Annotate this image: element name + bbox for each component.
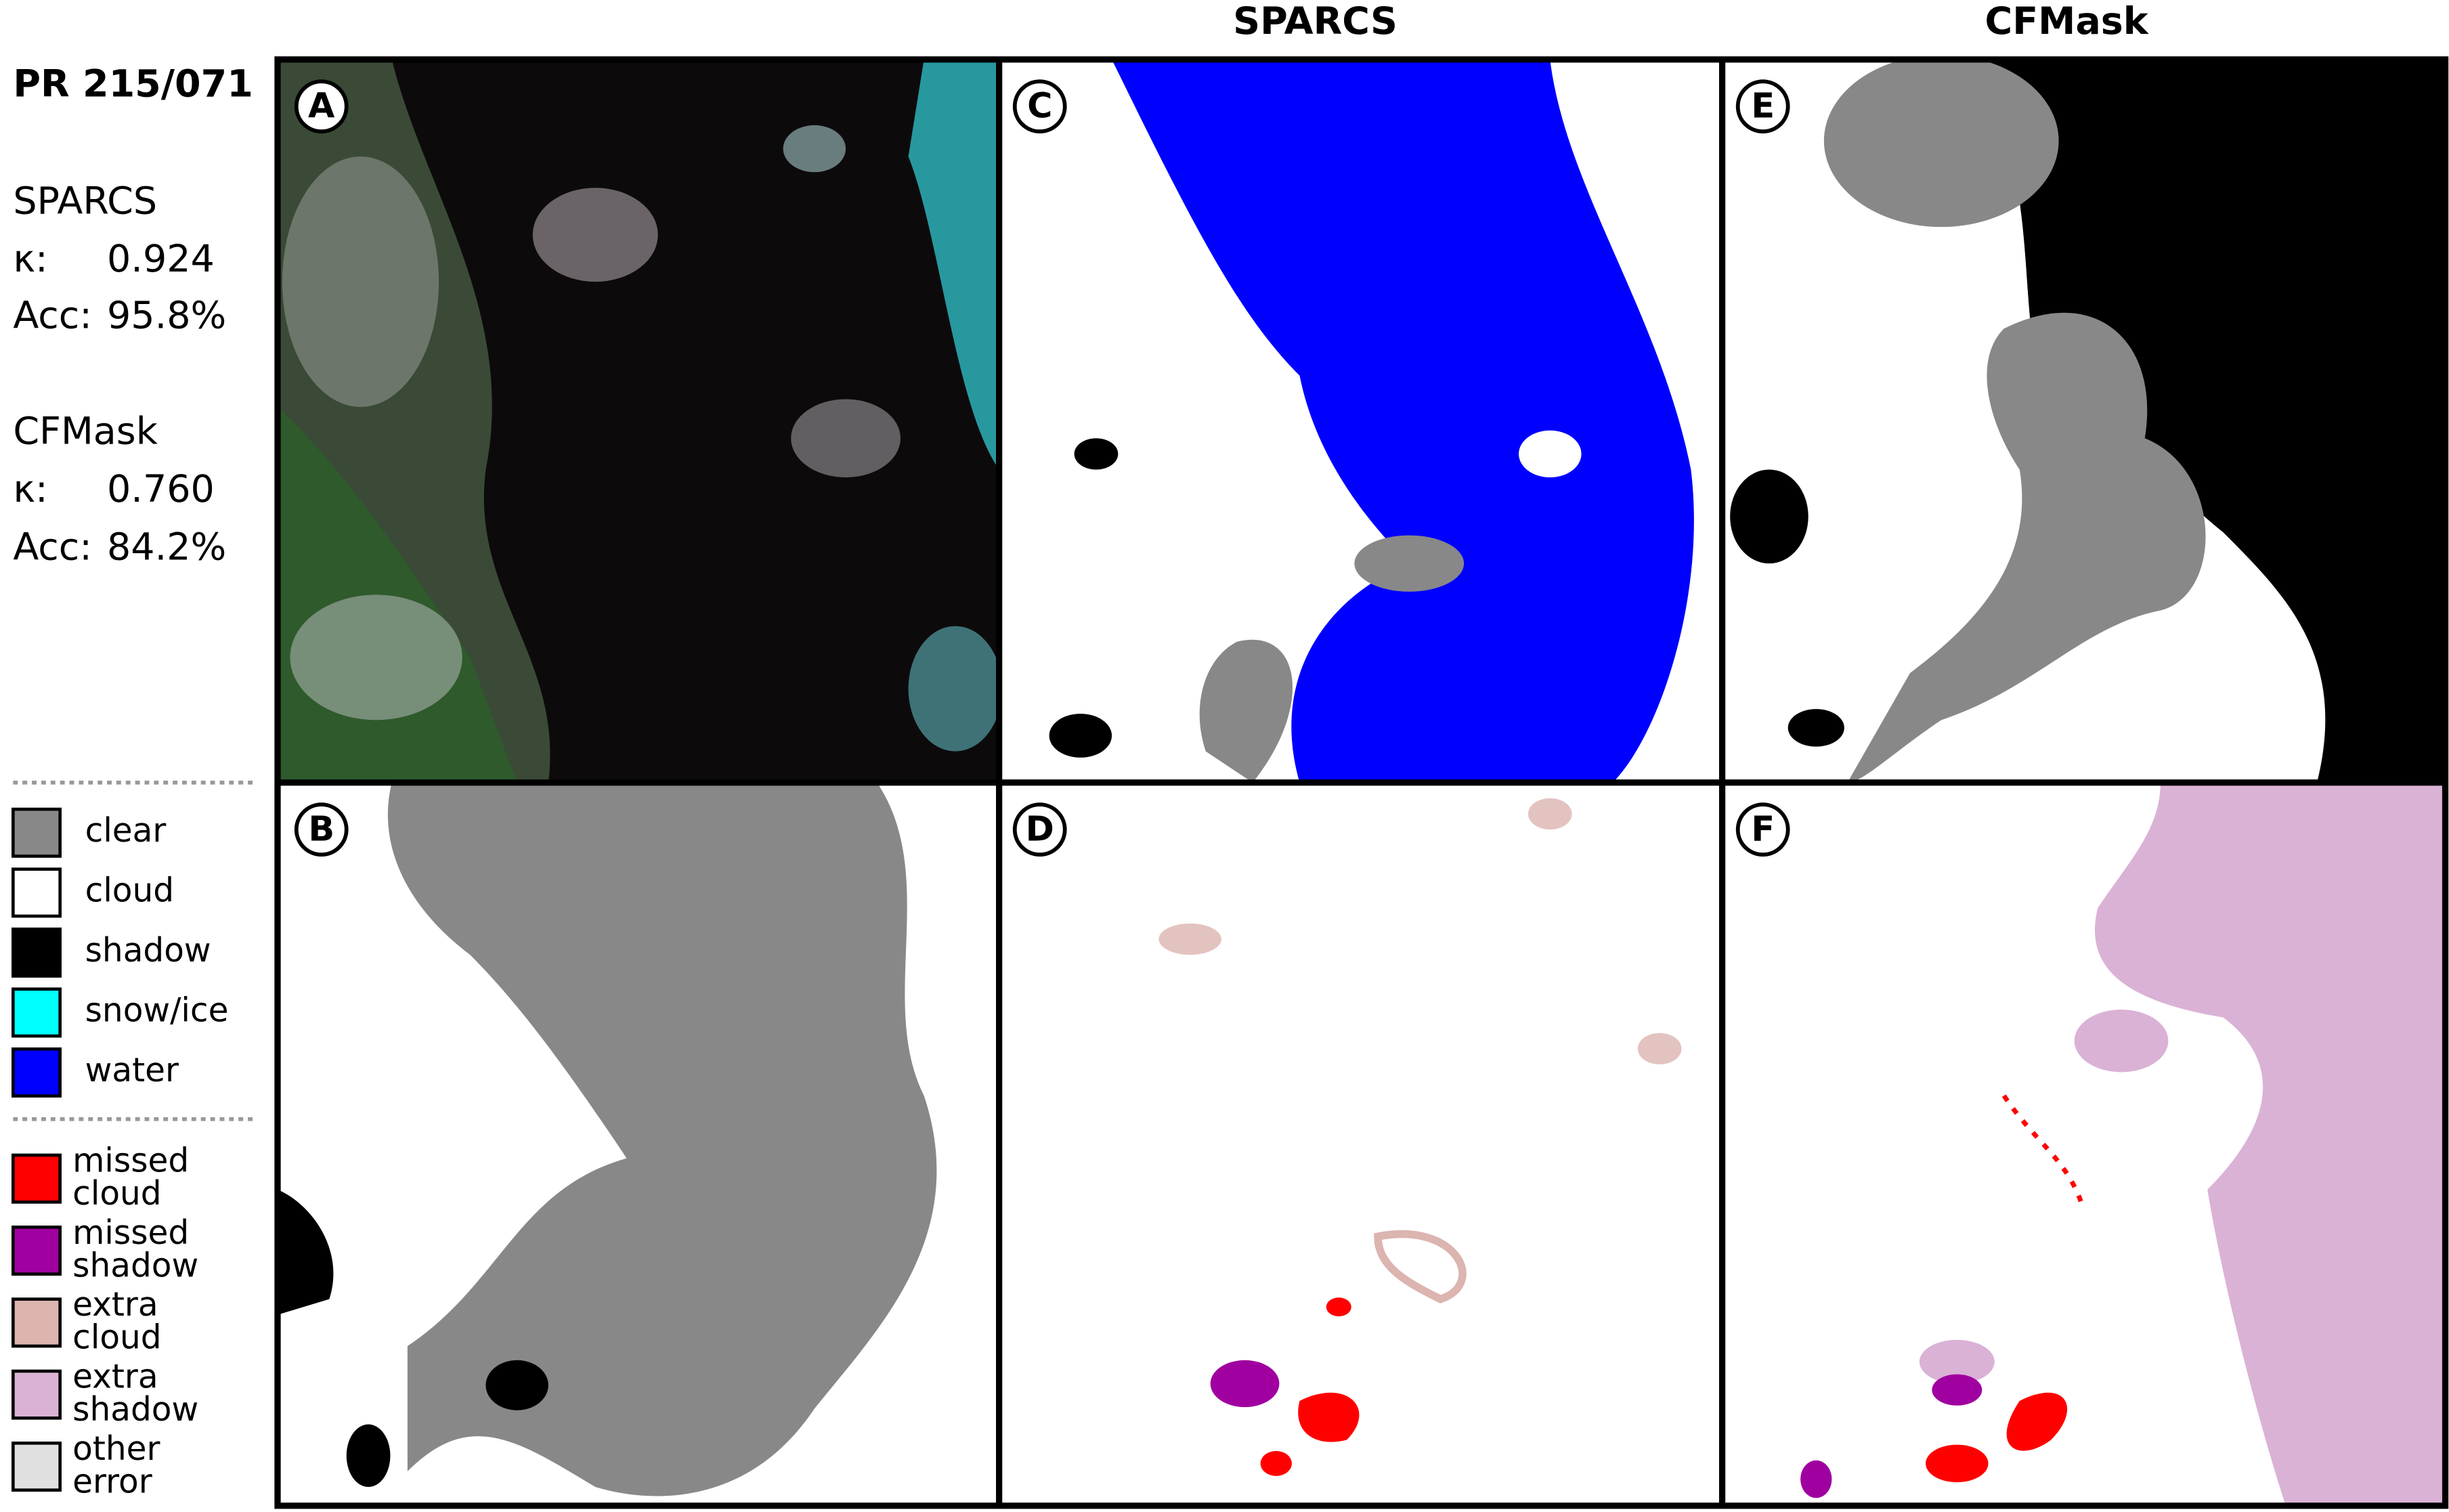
kappa-label: κ: bbox=[13, 468, 47, 511]
acc-label: Acc: bbox=[13, 294, 92, 337]
cfmask-errors bbox=[1722, 782, 2446, 1506]
legend: clearcloudshadowsnow/icewatermissedcloud… bbox=[12, 807, 229, 1500]
panel-label: A bbox=[294, 79, 349, 134]
legend-swatch bbox=[12, 1441, 62, 1492]
legend-label: cloud bbox=[72, 1319, 161, 1357]
panel-letter: E bbox=[1751, 86, 1775, 126]
panel-letter: B bbox=[308, 808, 334, 848]
legend-label: missed bbox=[72, 1214, 189, 1252]
legend-label: snow/ice bbox=[85, 991, 229, 1029]
kappa-value: 0.760 bbox=[107, 468, 215, 511]
column-header: SPARCS bbox=[1233, 0, 1397, 43]
legend-swatch bbox=[12, 1225, 62, 1276]
acc-value: 95.8% bbox=[107, 294, 226, 337]
legend-swatch bbox=[12, 867, 62, 918]
method-name: SPARCS bbox=[13, 180, 157, 223]
legend-swatch bbox=[12, 807, 62, 858]
legend-swatch bbox=[12, 927, 62, 978]
scene-title: PR 215/071 bbox=[13, 62, 253, 106]
acc-label: Acc: bbox=[13, 525, 92, 569]
panel-label: C bbox=[1012, 79, 1067, 134]
legend-swatch bbox=[12, 1297, 62, 1348]
legend-swatch bbox=[12, 987, 62, 1038]
panel-letter: C bbox=[1027, 86, 1052, 126]
legend-label: clear bbox=[85, 812, 167, 850]
legend-label: error bbox=[72, 1463, 152, 1500]
legend-label: shadow bbox=[72, 1391, 198, 1429]
legend-label: cloud bbox=[72, 1175, 161, 1213]
legend-label: shadow bbox=[72, 1247, 198, 1284]
legend-swatch bbox=[12, 1047, 62, 1098]
legend-label: extra bbox=[72, 1286, 158, 1324]
panel-label: E bbox=[1735, 79, 1790, 134]
panel-letter: F bbox=[1751, 808, 1775, 848]
legend-label: cloud bbox=[85, 871, 174, 909]
panel-label: B bbox=[294, 802, 349, 857]
sparcs-errors bbox=[999, 782, 1722, 1506]
column-header: CFMask bbox=[1985, 0, 2149, 43]
kappa-value: 0.924 bbox=[107, 238, 215, 281]
legend-label: water bbox=[85, 1052, 179, 1089]
method-name: CFMask bbox=[13, 410, 158, 453]
kappa-label: κ: bbox=[13, 238, 47, 281]
panel-label: F bbox=[1735, 802, 1790, 857]
cfmask-mask bbox=[1722, 59, 2446, 783]
panel-letter: D bbox=[1026, 808, 1054, 848]
legend-label: missed bbox=[72, 1142, 189, 1180]
legend-label: other bbox=[72, 1430, 160, 1468]
acc-value: 84.2% bbox=[107, 525, 226, 569]
legend-swatch bbox=[12, 1153, 62, 1204]
satellite-image bbox=[277, 59, 999, 783]
panel-letter: A bbox=[308, 86, 335, 126]
legend-swatch bbox=[12, 1369, 62, 1420]
panel-label: D bbox=[1012, 802, 1067, 857]
sparcs-mask bbox=[999, 59, 1722, 783]
legend-label: shadow bbox=[85, 932, 211, 970]
legend-label: extra bbox=[72, 1358, 158, 1396]
reference-mask bbox=[277, 782, 999, 1506]
